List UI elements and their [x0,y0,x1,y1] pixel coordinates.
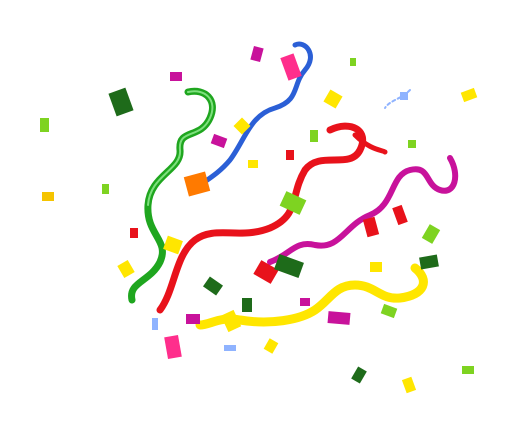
confetti-piece [242,298,252,312]
confetti-piece [164,334,182,360]
confetti-piece [210,133,228,149]
confetti-piece [42,192,54,201]
confetti-piece [183,171,211,197]
confetti-piece [351,366,367,384]
confetti-piece [421,224,441,244]
confetti-piece [170,72,182,81]
confetti-piece [392,204,408,226]
confetti-piece [130,228,138,238]
confetti-piece [400,92,408,100]
confetti-piece [224,345,236,351]
confetti-piece [327,311,351,325]
confetti-piece [108,87,134,117]
confetti-piece [250,45,264,63]
confetti-piece [263,338,279,354]
confetti-piece [280,53,302,81]
confetti-piece [279,191,307,215]
confetti-piece [117,259,135,279]
confetti-piece [401,376,417,394]
confetti-piece [380,303,398,319]
confetti-piece [253,260,279,284]
confetti-piece [419,254,439,270]
confetti-piece [186,314,200,324]
confetti-piece [220,309,242,333]
confetti-piece [362,216,380,238]
confetti-piece [102,184,109,194]
confetti-piece [286,150,294,160]
confetti-piece [203,276,223,296]
confetti-piece [350,58,356,66]
confetti-pieces [40,45,478,394]
confetti-piece [300,298,310,306]
confetti-piece [462,366,474,374]
confetti-piece [40,118,49,132]
confetti-piece [248,160,258,168]
green-streamer [128,87,216,304]
confetti-piece [408,140,416,148]
magenta-streamer [267,155,459,265]
confetti-piece [460,87,478,103]
confetti-piece [163,235,183,255]
confetti-piece [152,318,158,330]
confetti-piece [323,89,343,109]
red-streamer-loop [352,132,388,155]
confetti-piece [370,262,382,272]
green-streamer-highlight [147,90,214,206]
confetti-piece [310,130,318,142]
red-streamer [156,122,367,314]
confetti-piece [233,117,251,135]
confetti-piece [274,254,304,278]
blue-streamer [197,41,313,188]
